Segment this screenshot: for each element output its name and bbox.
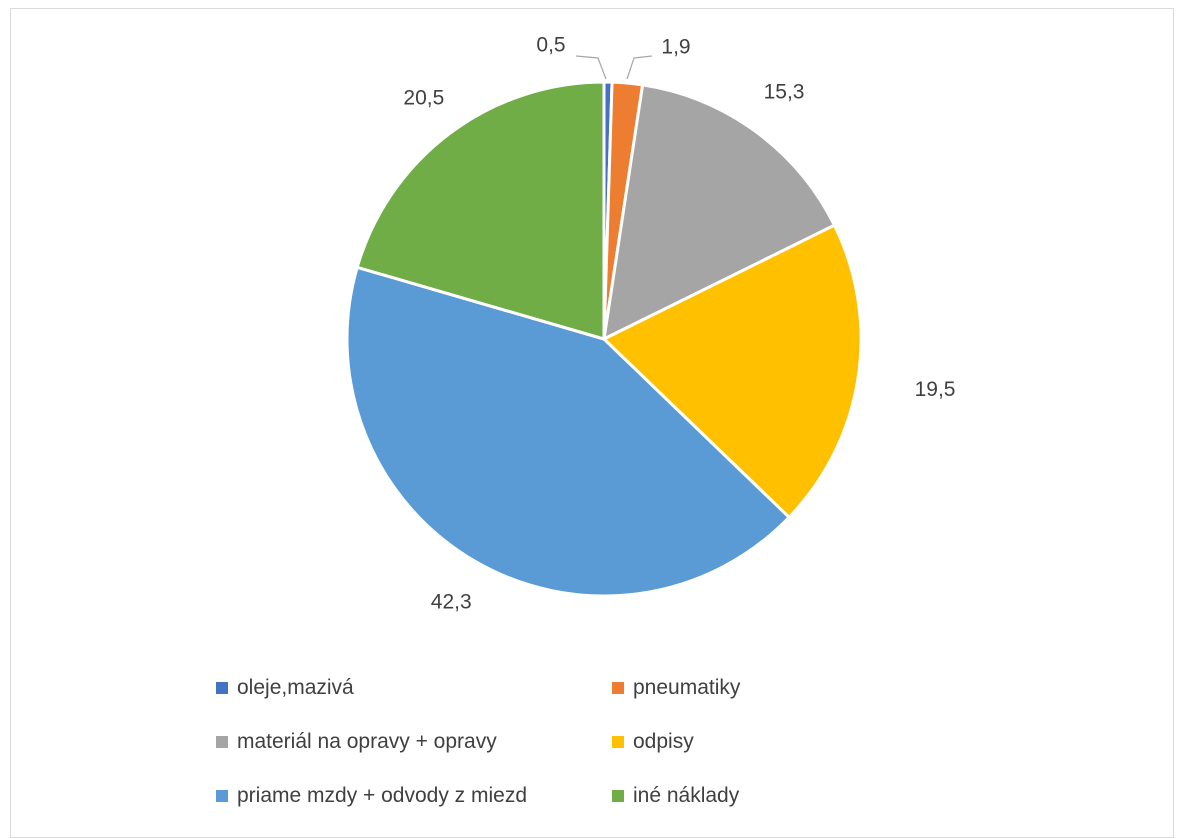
legend-item-2: pneumatiky bbox=[612, 676, 740, 700]
pie-slice-5 bbox=[345, 265, 791, 598]
legend-swatch bbox=[612, 682, 624, 694]
data-labels: 0,5 1,9 15,3 19,5 42,3 20,5 bbox=[403, 34, 955, 614]
legend-label: priame mzdy + odvody z miezd bbox=[237, 784, 528, 807]
legend-label: iné náklady bbox=[633, 784, 740, 807]
legend-item-6: iné náklady bbox=[612, 784, 739, 808]
legend-swatch bbox=[612, 790, 624, 802]
legend-swatch bbox=[216, 682, 228, 694]
legend-item-4: odpisy bbox=[612, 730, 694, 754]
pie-slices bbox=[345, 80, 863, 598]
legend-item-1: oleje,mazivá bbox=[216, 676, 354, 700]
leader-line-2 bbox=[626, 55, 653, 80]
data-label-3: 15,3 bbox=[764, 80, 805, 103]
data-label-6: 20,5 bbox=[403, 87, 444, 110]
leader-line-1 bbox=[575, 55, 607, 80]
pie-slice-4 bbox=[602, 223, 863, 519]
legend-swatch bbox=[612, 736, 624, 748]
legend-label: materiál na opravy + opravy bbox=[237, 730, 497, 753]
legend-swatch bbox=[216, 736, 228, 748]
legend-label: pneumatiky bbox=[633, 676, 741, 699]
legend-label: oleje,mazivá bbox=[237, 676, 354, 699]
pie-slice-3 bbox=[602, 83, 836, 341]
data-label-4: 19,5 bbox=[915, 378, 956, 401]
legend-item-5: priame mzdy + odvody z miezd bbox=[216, 784, 527, 808]
data-label-1: 0,5 bbox=[536, 34, 565, 57]
leader-lines bbox=[575, 55, 653, 80]
data-label-5: 42,3 bbox=[431, 591, 472, 614]
legend-label: odpisy bbox=[633, 730, 694, 753]
data-label-2: 1,9 bbox=[661, 36, 690, 59]
pie-slice-6 bbox=[355, 80, 606, 341]
legend-item-3: materiál na opravy + opravy bbox=[216, 730, 497, 754]
legend-swatch bbox=[216, 790, 228, 802]
